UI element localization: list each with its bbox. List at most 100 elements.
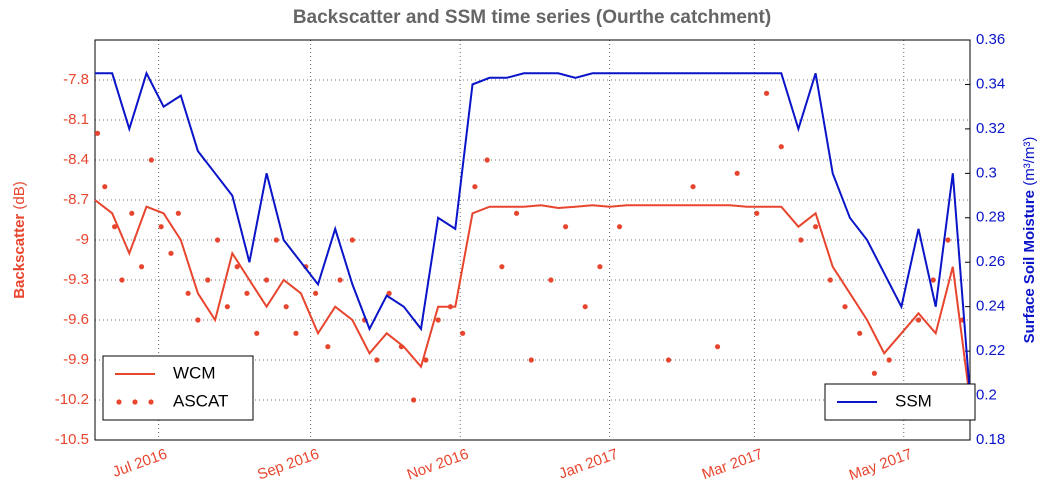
- data-point: [148, 157, 154, 163]
- y2-tick-label: 0.24: [976, 298, 1005, 315]
- data-point: [763, 90, 770, 96]
- y-tick-label: -9.6: [63, 311, 89, 328]
- data-line: [94, 199, 971, 401]
- data-point: [447, 304, 453, 310]
- chart-title: Backscatter and SSM time series (Ourthe …: [293, 7, 771, 28]
- data-point: [374, 357, 380, 363]
- data-point: [254, 330, 260, 336]
- data-point: [102, 184, 108, 190]
- data-point: [886, 357, 892, 363]
- x-tick-label: Jul 2016: [110, 446, 169, 481]
- data-point: [423, 357, 429, 363]
- legend-box: [102, 355, 254, 421]
- data-point: [349, 237, 355, 243]
- data-point: [548, 277, 554, 283]
- data-point: [812, 224, 819, 230]
- x-tick-label: Sep 2016: [255, 446, 321, 484]
- y-label-unit: (dB): [11, 181, 28, 209]
- data-point: [158, 224, 164, 230]
- y-tick-label: -9.3: [63, 271, 89, 288]
- data-point: [484, 157, 490, 163]
- data-point: [499, 264, 505, 270]
- plot-frame: [94, 39, 971, 441]
- data-point: [714, 344, 721, 350]
- legend-swatch: [116, 399, 122, 405]
- y-tick-label: -7.8: [63, 71, 89, 88]
- data-point: [562, 224, 569, 230]
- data-point: [754, 210, 760, 216]
- legend-swatch: [148, 399, 154, 405]
- data-point: [205, 277, 211, 283]
- y2-tick-label: 0.2: [976, 387, 997, 404]
- y-tick-label: -8.4: [63, 151, 89, 168]
- x-tick-label: Mar 2017: [700, 446, 765, 484]
- data-point: [930, 277, 936, 283]
- data-point: [386, 290, 392, 296]
- data-point: [224, 304, 230, 310]
- data-line: [95, 70, 971, 396]
- data-point: [842, 304, 848, 310]
- data-point: [472, 184, 478, 190]
- y2-tick-label: 0.18: [976, 431, 1005, 448]
- data-point: [435, 317, 441, 323]
- legend-label: SSM: [895, 391, 932, 410]
- data-point: [138, 264, 145, 270]
- data-point: [827, 277, 833, 283]
- y2-axis-label: Surface Soil Moisture (m³/m³): [1021, 137, 1038, 344]
- data-point: [513, 210, 520, 216]
- data-point: [616, 224, 623, 230]
- data-point: [945, 237, 951, 243]
- data-point: [690, 184, 696, 190]
- y-axis-label: Backscatter (dB): [11, 181, 28, 299]
- legend-label: ASCAT: [173, 391, 228, 410]
- data-point: [293, 330, 299, 336]
- y-tick-label: -9.9: [63, 351, 89, 368]
- y-tick-label: -10.2: [55, 391, 89, 408]
- y-tick-label: -8.1: [63, 111, 89, 128]
- y2-label-unit: (m³/m³): [1021, 137, 1038, 186]
- data-point: [283, 304, 289, 310]
- y2-tick-label: 0.26: [976, 253, 1005, 270]
- data-point: [244, 290, 250, 296]
- data-point: [168, 250, 174, 256]
- y2-tick-label: 0.22: [976, 342, 1005, 359]
- y-tick-label: -9: [76, 231, 89, 248]
- data-point: [263, 277, 270, 283]
- data-point: [665, 357, 672, 363]
- data-point: [915, 317, 922, 323]
- data-point: [460, 330, 466, 336]
- data-point: [857, 330, 863, 336]
- y-label: Backscatter: [11, 214, 28, 299]
- data-point: [411, 397, 417, 403]
- data-point: [871, 370, 878, 376]
- y-tick-label: -8.7: [63, 191, 89, 208]
- data-point: [337, 277, 343, 283]
- data-point: [312, 290, 319, 296]
- data-point: [528, 357, 534, 363]
- data-point: [273, 237, 279, 243]
- data-point: [734, 170, 740, 176]
- data-point: [185, 290, 191, 296]
- data-point: [597, 264, 603, 270]
- data-point: [398, 344, 404, 350]
- legend-label: WCM: [173, 363, 215, 382]
- data-point: [234, 264, 240, 270]
- data-point: [214, 237, 221, 243]
- data-point: [582, 304, 588, 310]
- y-tick-label: -10.5: [55, 431, 89, 448]
- x-tick-label: Jan 2017: [557, 446, 621, 483]
- data-point: [175, 210, 181, 216]
- y2-tick-label: 0.3: [976, 164, 997, 181]
- x-tick-label: May 2017: [847, 446, 915, 485]
- y2-label: Surface Soil Moisture: [1021, 190, 1038, 343]
- data-point: [195, 317, 201, 323]
- y2-tick-label: 0.36: [976, 31, 1005, 48]
- y2-tick-label: 0.28: [976, 209, 1005, 226]
- data-point: [94, 130, 101, 136]
- x-tick-label: Nov 2016: [405, 446, 471, 484]
- data-point: [119, 277, 125, 283]
- y2-tick-label: 0.34: [976, 75, 1005, 92]
- data-point: [129, 210, 135, 216]
- y2-tick-label: 0.32: [976, 120, 1005, 137]
